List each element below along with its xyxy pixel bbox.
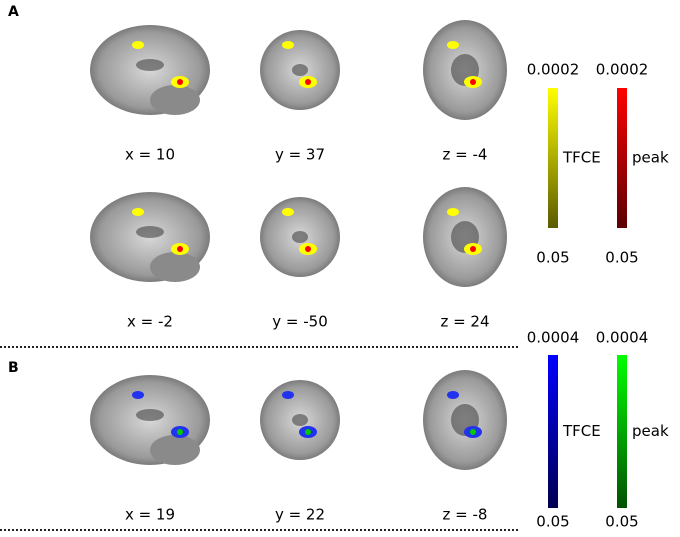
ventricle <box>292 64 308 76</box>
ventricle <box>292 231 308 243</box>
activation <box>282 208 294 216</box>
panel-label: A <box>8 4 19 20</box>
slice-label: z = -8 <box>443 506 488 524</box>
peak <box>470 246 476 252</box>
cerebellum <box>150 252 200 282</box>
colorbar-min: 0.05 <box>605 513 638 531</box>
activation <box>447 391 459 399</box>
peak <box>305 246 311 252</box>
colorbar <box>617 88 627 228</box>
colorbar-name: TFCE <box>562 422 601 440</box>
slice-label: x = -2 <box>127 313 173 331</box>
slice-label: y = -50 <box>272 313 327 331</box>
colorbar <box>617 355 627 508</box>
peak <box>305 79 311 85</box>
colorbar-max: 0.0002 <box>527 61 580 79</box>
colorbar <box>548 88 558 228</box>
colorbar <box>548 355 558 508</box>
slice-label: y = 22 <box>275 506 325 524</box>
slice-label: z = -4 <box>443 146 488 164</box>
cerebellum <box>150 435 200 465</box>
peak <box>470 429 476 435</box>
cerebellum <box>150 85 200 115</box>
activation <box>447 41 459 49</box>
peak <box>177 429 183 435</box>
slice-label: x = 19 <box>125 506 175 524</box>
peak <box>177 79 183 85</box>
slice-label: y = 37 <box>275 146 325 164</box>
colorbar-max: 0.0004 <box>596 329 649 347</box>
activation <box>447 208 459 216</box>
slice-label: z = 24 <box>440 313 489 331</box>
peak <box>305 429 311 435</box>
ventricle <box>292 414 308 426</box>
activation <box>282 41 294 49</box>
peak <box>470 79 476 85</box>
colorbar-name: peak <box>632 422 669 440</box>
peak <box>177 246 183 252</box>
colorbar-name: TFCE <box>562 149 601 167</box>
panel-label: B <box>8 360 19 376</box>
colorbar-min: 0.05 <box>536 249 569 267</box>
colorbar-max: 0.0004 <box>527 329 580 347</box>
colorbar-min: 0.05 <box>536 513 569 531</box>
slice-label: x = 10 <box>125 146 175 164</box>
activation <box>282 391 294 399</box>
ventricle <box>136 59 164 71</box>
activation <box>132 391 144 399</box>
colorbar-name: peak <box>632 149 669 167</box>
ventricle <box>136 409 164 421</box>
activation <box>132 208 144 216</box>
colorbar-min: 0.05 <box>605 249 638 267</box>
ventricle <box>136 226 164 238</box>
activation <box>132 41 144 49</box>
colorbar-max: 0.0002 <box>596 61 649 79</box>
